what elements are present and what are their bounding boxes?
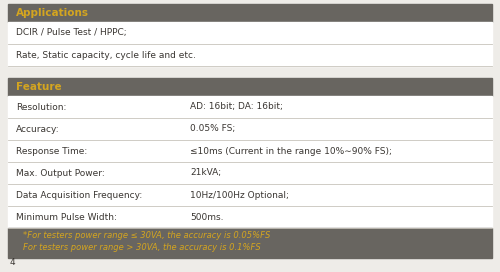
- Text: Minimum Pulse Width:: Minimum Pulse Width:: [16, 212, 117, 221]
- Text: Resolution:: Resolution:: [16, 103, 66, 112]
- Text: ≤10ms (Current in the range 10%∼90% FS);: ≤10ms (Current in the range 10%∼90% FS);: [190, 147, 392, 156]
- Text: 4: 4: [10, 258, 16, 267]
- Bar: [8, 162, 492, 184]
- Text: *For testers power range ≤ 30VA, the accuracy is 0.05%FS: *For testers power range ≤ 30VA, the acc…: [23, 230, 270, 240]
- Text: AD: 16bit; DA: 16bit;: AD: 16bit; DA: 16bit;: [190, 103, 283, 112]
- Bar: [8, 4, 492, 22]
- Text: 21kVA;: 21kVA;: [190, 168, 221, 178]
- Bar: [8, 78, 492, 96]
- Bar: [8, 44, 492, 66]
- Text: Accuracy:: Accuracy:: [16, 125, 60, 134]
- Text: 0.05% FS;: 0.05% FS;: [190, 125, 236, 134]
- Text: Data Acquisition Frequency:: Data Acquisition Frequency:: [16, 190, 142, 199]
- Bar: [8, 118, 492, 140]
- Text: Max. Output Power:: Max. Output Power:: [16, 168, 105, 178]
- Bar: [8, 22, 492, 44]
- Text: For testers power range > 30VA, the accuracy is 0.1%FS: For testers power range > 30VA, the accu…: [23, 243, 261, 252]
- Bar: [8, 140, 492, 162]
- Bar: [8, 206, 492, 228]
- Text: Rate, Static capacity, cycle life and etc.: Rate, Static capacity, cycle life and et…: [16, 51, 196, 60]
- Text: DCIR / Pulse Test / HPPC;: DCIR / Pulse Test / HPPC;: [16, 29, 126, 38]
- Bar: [8, 96, 492, 118]
- Text: Applications: Applications: [16, 8, 89, 18]
- Bar: [8, 228, 492, 258]
- Text: Response Time:: Response Time:: [16, 147, 88, 156]
- Text: 10Hz/100Hz Optional;: 10Hz/100Hz Optional;: [190, 190, 289, 199]
- Text: 500ms.: 500ms.: [190, 212, 224, 221]
- Text: Feature: Feature: [16, 82, 62, 92]
- Bar: [8, 184, 492, 206]
